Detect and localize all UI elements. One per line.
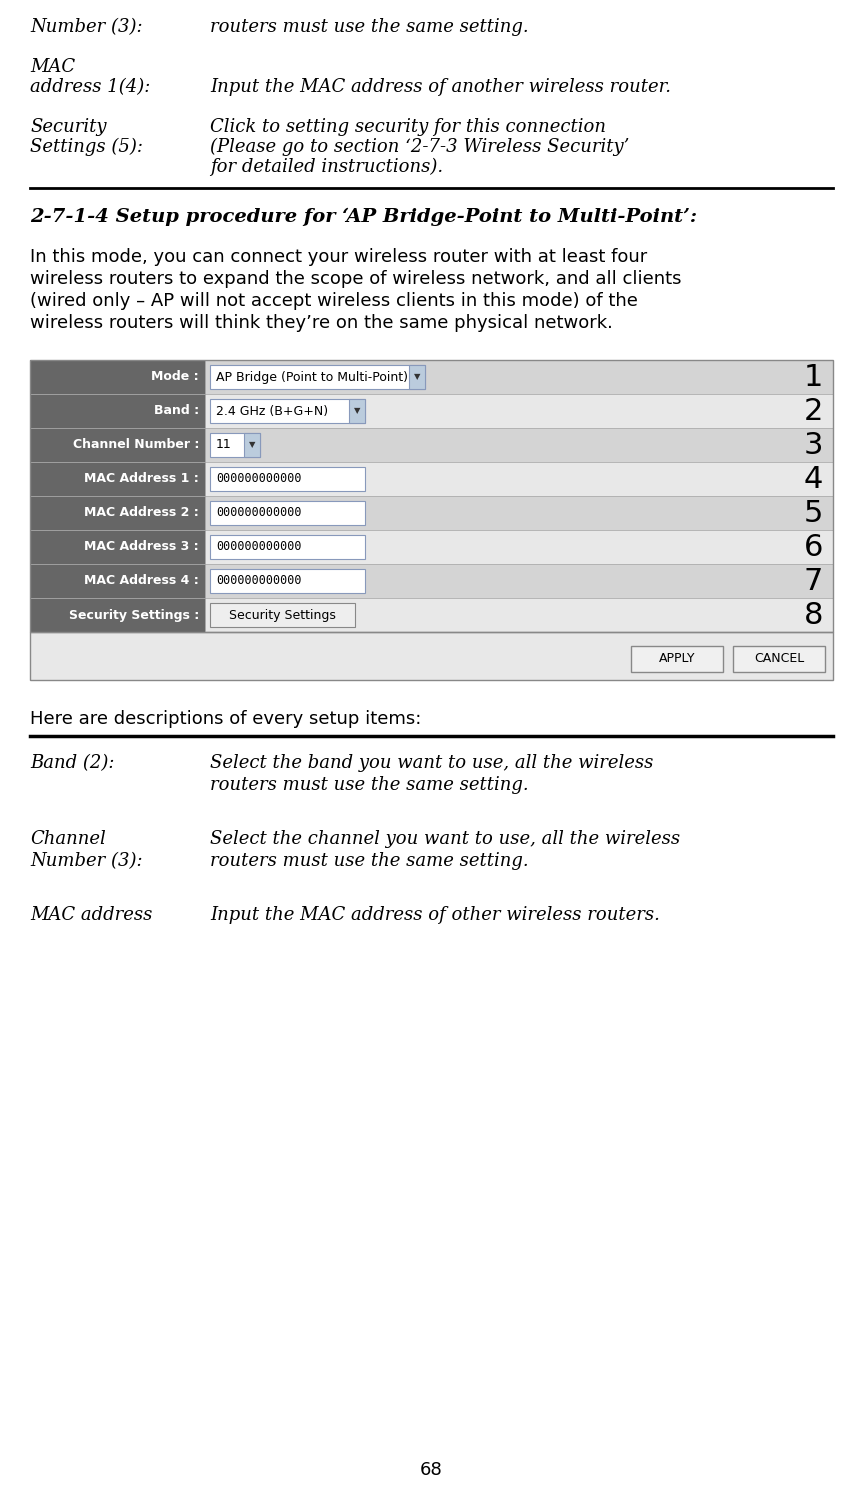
Text: Security Settings: Security Settings xyxy=(229,608,336,621)
Text: Security: Security xyxy=(30,117,106,137)
Text: Channel: Channel xyxy=(30,831,106,849)
Bar xyxy=(30,428,833,462)
Text: Channel Number :: Channel Number : xyxy=(72,438,199,452)
Text: MAC Address 2 :: MAC Address 2 : xyxy=(85,507,199,520)
Text: 11: 11 xyxy=(216,438,232,452)
Bar xyxy=(30,632,833,681)
Bar xyxy=(30,360,833,632)
Bar xyxy=(30,531,205,565)
Bar xyxy=(349,400,365,422)
Text: 2-7-1-4 Setup procedure for ‘AP Bridge-Point to Multi-Point’:: 2-7-1-4 Setup procedure for ‘AP Bridge-P… xyxy=(30,208,697,226)
Text: Mode :: Mode : xyxy=(151,370,199,383)
Text: 000000000000: 000000000000 xyxy=(216,541,301,553)
Text: (Please go to section ‘2-7-3 Wireless Security’: (Please go to section ‘2-7-3 Wireless Se… xyxy=(210,138,629,156)
Text: Here are descriptions of every setup items:: Here are descriptions of every setup ite… xyxy=(30,710,421,728)
Text: 68: 68 xyxy=(420,1461,443,1479)
Bar xyxy=(210,535,365,559)
Text: 000000000000: 000000000000 xyxy=(216,473,301,486)
Bar xyxy=(30,496,205,531)
Text: address 1(4):: address 1(4): xyxy=(30,77,150,97)
Text: MAC Address 4 :: MAC Address 4 : xyxy=(85,575,199,587)
Bar xyxy=(210,468,365,490)
Text: 4: 4 xyxy=(803,465,823,493)
Bar xyxy=(210,366,425,388)
Text: 5: 5 xyxy=(803,498,823,528)
Text: APPLY: APPLY xyxy=(658,652,696,666)
Text: wireless routers will think they’re on the same physical network.: wireless routers will think they’re on t… xyxy=(30,314,613,331)
Text: Band (2):: Band (2): xyxy=(30,753,115,773)
Text: routers must use the same setting.: routers must use the same setting. xyxy=(210,851,529,869)
Bar xyxy=(30,360,833,394)
Text: Security Settings :: Security Settings : xyxy=(69,608,199,621)
Text: Select the channel you want to use, all the wireless: Select the channel you want to use, all … xyxy=(210,831,680,849)
Bar xyxy=(210,603,355,627)
Bar xyxy=(733,646,825,672)
Text: MAC Address 3 :: MAC Address 3 : xyxy=(85,541,199,553)
Bar xyxy=(30,565,205,597)
Bar xyxy=(30,462,205,496)
Bar xyxy=(30,360,205,394)
Text: Input the MAC address of another wireless router.: Input the MAC address of another wireles… xyxy=(210,77,671,97)
Text: ▼: ▼ xyxy=(354,407,360,416)
Text: routers must use the same setting.: routers must use the same setting. xyxy=(210,18,529,36)
Text: 000000000000: 000000000000 xyxy=(216,507,301,520)
Bar xyxy=(30,428,205,462)
Bar xyxy=(30,597,205,632)
Bar xyxy=(30,597,833,632)
Text: MAC Address 1 :: MAC Address 1 : xyxy=(85,473,199,486)
Text: for detailed instructions).: for detailed instructions). xyxy=(210,158,443,177)
Text: Number (3):: Number (3): xyxy=(30,18,142,36)
Text: 6: 6 xyxy=(803,532,823,562)
Bar xyxy=(30,531,833,565)
Bar xyxy=(631,646,723,672)
Text: 3: 3 xyxy=(803,431,823,459)
Text: Select the band you want to use, all the wireless: Select the band you want to use, all the… xyxy=(210,753,653,773)
Text: MAC address: MAC address xyxy=(30,906,153,924)
Bar xyxy=(210,400,365,422)
Text: 000000000000: 000000000000 xyxy=(216,575,301,587)
Text: (wired only – AP will not accept wireless clients in this mode) of the: (wired only – AP will not accept wireles… xyxy=(30,293,638,311)
Text: In this mode, you can connect your wireless router with at least four: In this mode, you can connect your wirel… xyxy=(30,248,647,266)
Text: Input the MAC address of other wireless routers.: Input the MAC address of other wireless … xyxy=(210,906,660,924)
Text: wireless routers to expand the scope of wireless network, and all clients: wireless routers to expand the scope of … xyxy=(30,270,682,288)
Text: 1: 1 xyxy=(803,363,823,391)
Text: 7: 7 xyxy=(803,566,823,596)
Text: ▼: ▼ xyxy=(249,440,255,449)
Bar xyxy=(30,496,833,531)
Bar xyxy=(210,501,365,525)
Text: Click to setting security for this connection: Click to setting security for this conne… xyxy=(210,117,606,137)
Text: CANCEL: CANCEL xyxy=(754,652,804,666)
Text: MAC: MAC xyxy=(30,58,75,76)
Text: 2.4 GHz (B+G+N): 2.4 GHz (B+G+N) xyxy=(216,404,328,418)
Bar xyxy=(30,565,833,597)
Text: Number (3):: Number (3): xyxy=(30,851,142,869)
Bar xyxy=(30,462,833,496)
Bar xyxy=(210,434,260,456)
Text: 8: 8 xyxy=(803,600,823,630)
Text: ▼: ▼ xyxy=(413,373,420,382)
Text: routers must use the same setting.: routers must use the same setting. xyxy=(210,776,529,794)
Text: Band :: Band : xyxy=(154,404,199,418)
Text: Settings (5):: Settings (5): xyxy=(30,138,143,156)
Text: 2: 2 xyxy=(803,397,823,425)
Bar xyxy=(409,366,425,388)
Bar xyxy=(244,434,260,456)
Bar xyxy=(30,394,205,428)
Bar xyxy=(30,394,833,428)
Bar xyxy=(210,569,365,593)
Text: AP Bridge (Point to Multi-Point): AP Bridge (Point to Multi-Point) xyxy=(216,370,408,383)
